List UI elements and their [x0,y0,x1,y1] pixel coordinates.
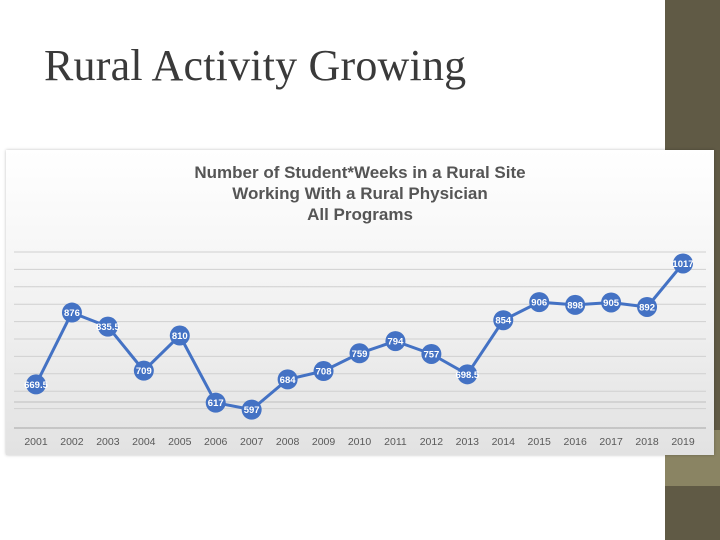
x-tick-label: 2012 [420,436,444,448]
x-tick-label: 2006 [204,436,228,448]
data-point [169,325,190,346]
data-label: 698.5 [455,370,479,381]
data-point [349,343,370,364]
data-point [26,374,46,395]
data-label: 708 [316,367,332,378]
data-point [421,343,442,364]
data-label: 669.5 [24,380,48,391]
data-label: 854 [495,316,512,327]
data-label: 835.5 [96,322,120,333]
data-point [313,361,334,382]
data-label: 684 [280,375,297,386]
chart-title: Number of Student*Weeks in a Rural Site … [6,162,714,225]
data-point [385,331,406,352]
x-tick-label: 2008 [276,436,300,448]
series-line [34,262,685,412]
x-tick-label: 2013 [456,436,480,448]
data-point [61,302,82,323]
x-tick-label: 2003 [96,436,120,448]
chart-title-line-1: Number of Student*Weeks in a Rural Site [194,163,526,182]
data-label: 794 [388,337,405,348]
x-tick-label: 2014 [492,436,516,448]
data-point [205,392,226,413]
data-point [637,296,658,317]
x-tick-label: 2010 [348,436,372,448]
x-tick-label: 2002 [60,436,84,448]
x-tick-label: 2005 [168,436,192,448]
x-tick-label: 2017 [599,436,623,448]
x-tick-label: 2019 [671,436,695,448]
data-label: 810 [172,331,188,342]
data-label: 905 [603,298,620,309]
x-tick-label: 2011 [384,436,407,448]
chart-title-line-3: All Programs [307,205,413,224]
data-label: 892 [639,302,655,313]
data-label: 898 [567,300,583,311]
data-label: 759 [352,349,368,360]
data-point [277,369,298,390]
data-label: 1017 [672,259,693,270]
data-label: 876 [64,308,80,319]
data-point [529,292,550,313]
x-tick-label: 2007 [240,436,264,448]
data-point [673,253,693,274]
data-point [493,310,514,331]
x-tick-label: 2018 [635,436,659,448]
data-label: 709 [136,366,152,377]
data-label: 617 [208,398,224,409]
data-point [565,294,586,315]
data-label: 906 [531,298,547,309]
data-point [241,399,262,420]
data-point [601,292,622,313]
x-tick-label: 2004 [132,436,156,448]
x-tick-label: 2001 [24,436,48,448]
data-point [133,360,154,381]
data-label: 597 [244,405,260,416]
x-tick-label: 2015 [528,436,552,448]
x-tick-label: 2009 [312,436,336,448]
chart-title-line-2: Working With a Rural Physician [232,184,488,203]
chart-frame: Number of Student*Weeks in a Rural Site … [6,150,714,455]
x-tick-label: 2016 [563,436,587,448]
slide-title: Rural Activity Growing [44,41,467,90]
data-point [457,364,478,385]
data-label: 757 [423,349,439,360]
line-chart: 669.5 876 835.5 709 810 617 597 684 708 759 794 757… [14,251,706,448]
data-point [97,316,118,337]
